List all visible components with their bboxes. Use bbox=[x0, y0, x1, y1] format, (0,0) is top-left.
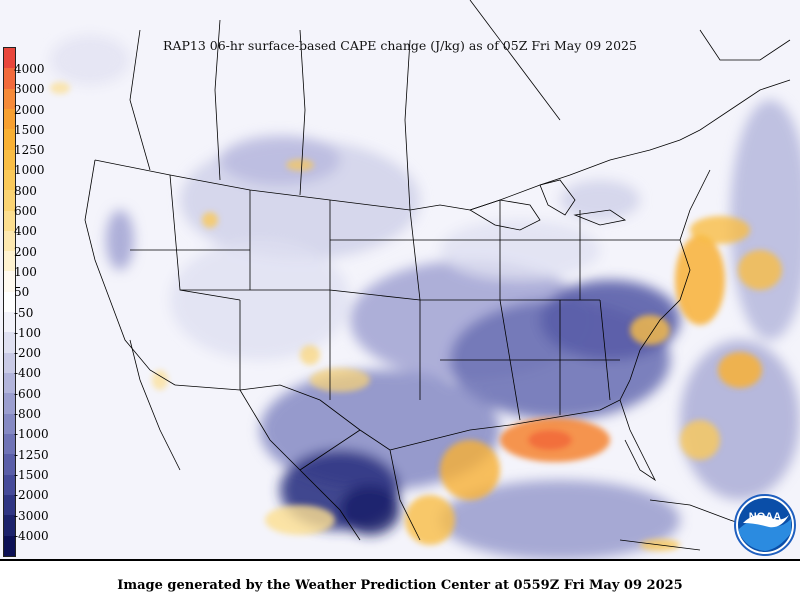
legend-label: 1250 bbox=[14, 143, 45, 158]
legend-label: 800 bbox=[14, 183, 37, 198]
legend-swatch bbox=[4, 454, 15, 475]
legend-swatch bbox=[4, 149, 15, 170]
legend-label: -200 bbox=[14, 346, 41, 361]
legend-swatch bbox=[4, 271, 15, 292]
legend-label: 1500 bbox=[14, 122, 45, 137]
legend-swatch bbox=[4, 48, 15, 69]
legend-label: 200 bbox=[14, 244, 37, 259]
legend-swatch bbox=[4, 88, 15, 109]
legend-label: -1250 bbox=[14, 447, 49, 462]
legend-label: -2000 bbox=[14, 488, 49, 503]
legend-label: 50 bbox=[14, 285, 30, 300]
color-legend: 4000 3000 2000 1500 1250 1000 800 600 400 200 100 5… bbox=[3, 47, 63, 557]
legend-label: 100 bbox=[14, 264, 37, 279]
legend-swatch bbox=[4, 494, 15, 516]
legend-swatch bbox=[4, 352, 15, 373]
legend-label: -1500 bbox=[14, 467, 49, 482]
cape-change-map bbox=[0, 0, 800, 560]
legend-swatch bbox=[4, 515, 15, 536]
legend-swatch bbox=[4, 474, 15, 495]
legend-label: 3000 bbox=[14, 82, 45, 97]
legend-label: -400 bbox=[14, 366, 41, 381]
legend-label: 400 bbox=[14, 224, 37, 239]
legend-swatch bbox=[4, 312, 15, 333]
legend-label: -1000 bbox=[14, 427, 49, 442]
legend-swatch bbox=[4, 433, 15, 455]
legend-swatch bbox=[4, 251, 15, 272]
legend-label: 1000 bbox=[14, 163, 45, 178]
boundary-lines bbox=[84, 0, 791, 551]
legend-swatch bbox=[4, 535, 15, 556]
legend-swatch bbox=[4, 129, 15, 150]
map-panel: RAP13 06-hr surface-based CAPE change (J… bbox=[0, 0, 800, 561]
legend-swatch bbox=[4, 210, 15, 231]
legend-swatch bbox=[4, 291, 15, 313]
map-title: RAP13 06-hr surface-based CAPE change (J… bbox=[163, 38, 637, 53]
legend-swatch bbox=[4, 108, 15, 130]
legend-label: -4000 bbox=[14, 528, 49, 543]
legend-swatch bbox=[4, 332, 15, 353]
legend-label: 600 bbox=[14, 204, 37, 219]
footer-credit: Image generated by the Weather Predictio… bbox=[117, 578, 683, 593]
legend-label: 2000 bbox=[14, 102, 45, 117]
legend-swatch bbox=[4, 230, 15, 252]
legend-label: 4000 bbox=[14, 62, 45, 76]
legend-labels: 4000 3000 2000 1500 1250 1000 800 600 400 200 100 5… bbox=[14, 59, 49, 546]
noaa-logo-icon: NOAA bbox=[734, 494, 796, 556]
legend-color-bar bbox=[3, 47, 16, 557]
legend-label: -3000 bbox=[14, 508, 49, 523]
legend-label: -600 bbox=[14, 386, 41, 401]
legend-swatch bbox=[4, 190, 15, 211]
legend-swatch bbox=[4, 373, 15, 394]
legend-swatch bbox=[4, 169, 15, 191]
legend-swatch bbox=[4, 68, 15, 89]
positive-cape-areas bbox=[50, 82, 782, 551]
legend-label: -100 bbox=[14, 325, 41, 340]
legend-swatch bbox=[4, 413, 15, 434]
legend-swatch bbox=[4, 393, 15, 414]
noaa-logo-text: NOAA bbox=[749, 511, 781, 523]
legend-label: -50 bbox=[14, 305, 34, 320]
legend-label: -800 bbox=[14, 407, 41, 422]
